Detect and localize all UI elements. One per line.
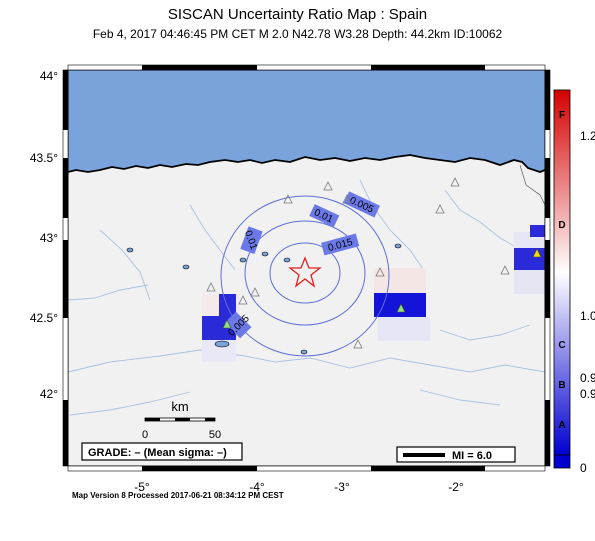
cb-value: 0.9 [580,371,595,385]
mi-label: MI = 6.0 [452,450,492,462]
colorbar: F D C B A 1.2 1.0 0.9 0.9 0 [553,89,595,475]
y-tick-label: 43.5° [30,151,58,165]
cb-value: 1.0 [580,309,595,323]
y-tick-label: 44° [40,69,58,83]
ratio-grid [202,225,545,362]
scale-unit: km [171,399,188,414]
event-subtitle: Feb 4, 2017 04:46:45 PM CET M 2.0 N42.78… [92,27,503,41]
cb-letter: C [558,340,565,351]
station-marker-yellow [532,248,542,258]
map-title: SISCAN Uncertainty Ratio Map : Spain [167,6,428,23]
cb-letter: F [559,110,565,121]
axis-tick-labels: -5° -4° -3° -2° 44° 43.5° 43° 42.5° 42° [30,69,464,494]
mi-legend: MI = 6.0 [396,446,516,463]
x-tick-label: -3° [334,480,350,494]
grade-text: GRADE: – (Mean sigma: –) [88,447,227,459]
y-tick-label: 42.5° [30,311,58,325]
y-tick-label: 43° [40,231,58,245]
grade-box: GRADE: – (Mean sigma: –) [81,442,243,461]
sea-area [68,70,545,172]
contour-labels: 0.005 0.01 0.015 0.01 0.005 [224,191,380,339]
cb-letter: D [558,220,565,231]
cb-letter: A [558,420,565,431]
coastline [67,154,546,173]
cb-value: 0.9 [580,387,595,401]
scale-label: 0 [142,429,148,441]
map-frame [62,64,551,472]
active-station-marker [222,319,232,329]
map-footer: Map Version 8 Processed 2017-06-21 08:34… [72,491,284,500]
cb-letter: B [558,380,565,391]
station-markers [206,177,510,349]
x-tick-label: -5° [134,480,150,494]
y-tick-label: 42° [40,387,58,401]
cb-value: 0 [580,461,587,475]
contour-lines [220,195,390,357]
border-line [519,164,546,206]
active-station-marker [396,303,406,313]
reservoirs [126,243,402,355]
cb-value: 1.2 [580,129,595,143]
rivers [67,179,546,416]
x-tick-label: -4° [249,480,265,494]
scale-label: 50 [209,429,221,441]
x-tick-label: -2° [448,480,464,494]
epicenter-star [288,256,322,288]
scale-bar: km 0 50 [142,399,221,441]
